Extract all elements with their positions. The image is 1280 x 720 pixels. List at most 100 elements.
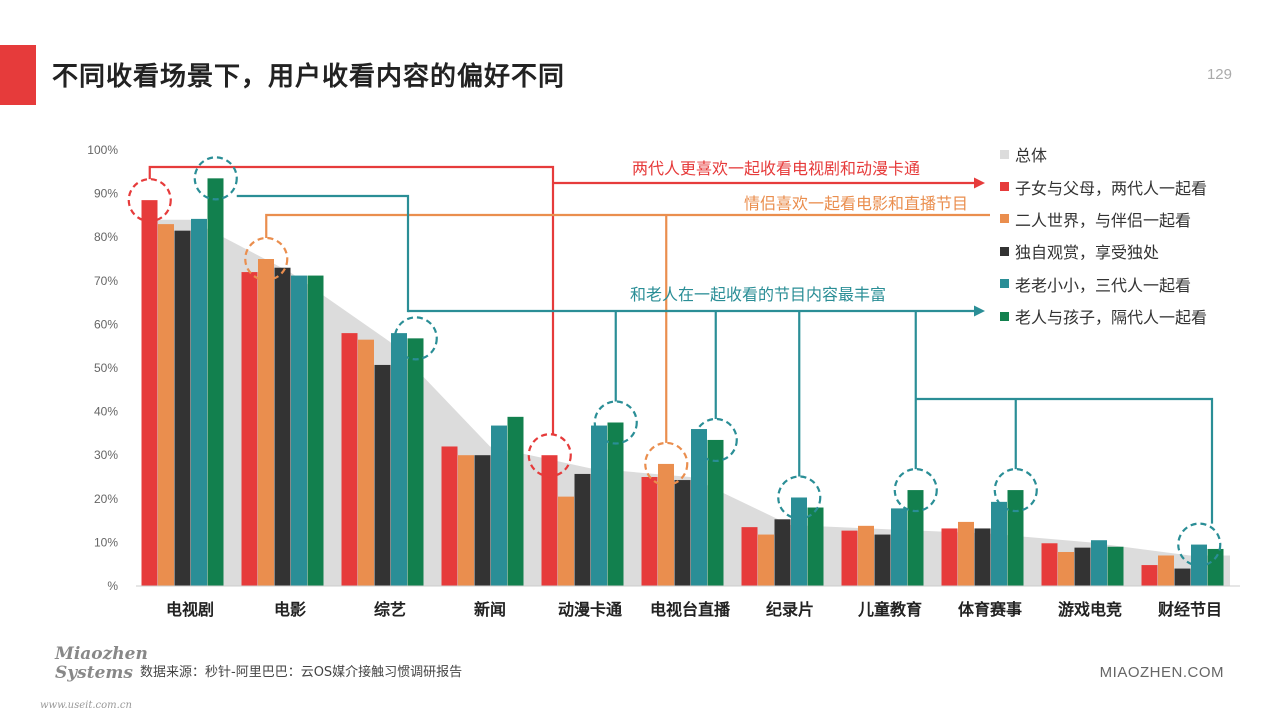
bar xyxy=(874,534,891,586)
bar xyxy=(641,477,658,586)
bar xyxy=(1074,547,1091,586)
category-label: 儿童教育 xyxy=(857,600,922,619)
legend-label-s5: 老人与孩子，隔代人一起看 xyxy=(1015,308,1208,328)
page-title: 不同收看场景下，用户收看内容的偏好不同 xyxy=(52,62,566,92)
bar xyxy=(691,429,707,586)
bar xyxy=(658,463,674,586)
bar xyxy=(307,275,324,586)
legend-label-total: 总体 xyxy=(1015,146,1048,166)
highlight-circle xyxy=(527,433,572,478)
bar xyxy=(841,530,858,586)
legend-item-total: 总体 xyxy=(1000,138,1207,170)
legend-item-s4: 老老小小，三代人一起看 xyxy=(1000,268,1207,300)
category-label: 综艺 xyxy=(374,600,406,619)
bar xyxy=(391,333,407,586)
annotation-text: 情侣喜欢一起看电影和直播节目 xyxy=(744,194,968,213)
legend-swatch-s4 xyxy=(1000,279,1009,289)
bar xyxy=(758,534,774,586)
bar xyxy=(258,259,274,586)
y-tick-label: 100% xyxy=(87,143,118,157)
annotation-text: 和老人在一起收看的节目内容最丰富 xyxy=(630,285,886,304)
bar xyxy=(174,230,191,586)
legend-swatch-s2 xyxy=(1000,214,1009,224)
bar xyxy=(1007,490,1024,586)
legend-item-s5: 老人与孩子，隔代人一起看 xyxy=(1000,300,1207,332)
category-label: 财经节目 xyxy=(1157,600,1222,619)
bar xyxy=(558,496,574,586)
bar xyxy=(507,416,524,586)
bar xyxy=(591,425,607,586)
highlight-circle xyxy=(1177,522,1222,567)
category-label: 动漫卡通 xyxy=(558,600,622,619)
bar xyxy=(1158,555,1174,586)
bar xyxy=(991,501,1007,586)
arrow-head xyxy=(974,177,985,189)
legend-label-s4: 老老小小，三代人一起看 xyxy=(1015,275,1192,295)
logo-line-1: Miaozhen xyxy=(55,644,148,664)
page-number: 129 xyxy=(1206,66,1232,83)
bar xyxy=(474,455,491,586)
legend-swatch-s5 xyxy=(1000,311,1009,321)
y-tick-label: 10% xyxy=(94,535,118,549)
bar xyxy=(774,519,791,586)
y-tick-label: 20% xyxy=(94,492,118,506)
bar xyxy=(141,200,158,586)
legend-swatch-s3 xyxy=(1000,246,1009,256)
title-accent-bar xyxy=(0,45,36,105)
category-label: 体育赛事 xyxy=(958,600,1022,619)
legend-swatch-total xyxy=(1000,149,1009,159)
bar xyxy=(1041,543,1058,586)
bar xyxy=(241,272,258,586)
highlight-circle xyxy=(993,467,1038,513)
connector-teal-top xyxy=(236,194,410,311)
category-label: 电视台直播 xyxy=(650,600,731,619)
category-label: 新闻 xyxy=(474,600,506,619)
legend-item-s2: 二人世界，与伴侣一起看 xyxy=(1000,203,1207,235)
legend-label-s2: 二人世界，与伴侣一起看 xyxy=(1015,210,1192,230)
legend: 总体 子女与父母，两代人一起看 二人世界，与伴侣一起看 独自观赏，享受独处 老老… xyxy=(1000,138,1207,332)
y-tick-label: 30% xyxy=(94,448,118,462)
connector-red xyxy=(148,165,555,435)
bar xyxy=(907,490,924,586)
highlight-circle xyxy=(777,475,822,520)
miaozhen-logo: Miaozhen Systems xyxy=(55,645,148,683)
y-tick-label: 60% xyxy=(94,317,118,331)
bar xyxy=(407,338,424,586)
bar xyxy=(1107,546,1124,586)
bar xyxy=(974,528,991,586)
highlight-circle xyxy=(893,467,938,513)
website-label: MIAOZHEN.COM xyxy=(1099,664,1224,681)
bar xyxy=(191,218,207,586)
logo-line-2: Systems xyxy=(55,663,133,683)
legend-item-s1: 子女与父母，两代人一起看 xyxy=(1000,170,1207,202)
bar xyxy=(441,446,458,586)
highlight-circle xyxy=(393,316,438,361)
category-label: 电视剧 xyxy=(166,600,214,619)
arrow-head xyxy=(974,305,985,317)
y-tick-label: 70% xyxy=(94,274,118,288)
highlight-circle xyxy=(193,156,238,201)
bar xyxy=(541,455,558,586)
y-tick-label: 80% xyxy=(94,230,118,244)
bar xyxy=(458,455,474,586)
y-tick-label: 40% xyxy=(94,405,118,419)
legend-label-s3: 独自观赏，享受独处 xyxy=(1015,243,1160,263)
bar xyxy=(891,508,907,586)
bar xyxy=(207,178,224,586)
category-label: 电影 xyxy=(274,600,306,619)
y-tick-label: 50% xyxy=(94,361,118,375)
y-tick-label: % xyxy=(107,579,118,593)
category-label: 纪录片 xyxy=(766,600,814,619)
bar xyxy=(374,364,391,586)
bar xyxy=(741,527,758,586)
bar xyxy=(1174,568,1191,586)
bar xyxy=(491,425,507,586)
y-tick-label: 90% xyxy=(94,187,118,201)
bar xyxy=(158,224,174,586)
legend-label-s1: 子女与父母，两代人一起看 xyxy=(1015,178,1208,198)
annotation-text: 两代人更喜欢一起收看电视剧和动漫卡通 xyxy=(632,159,920,178)
bar xyxy=(1207,548,1224,586)
connector-orange xyxy=(265,213,990,238)
legend-item-s3: 独自观赏，享受独处 xyxy=(1000,235,1207,267)
